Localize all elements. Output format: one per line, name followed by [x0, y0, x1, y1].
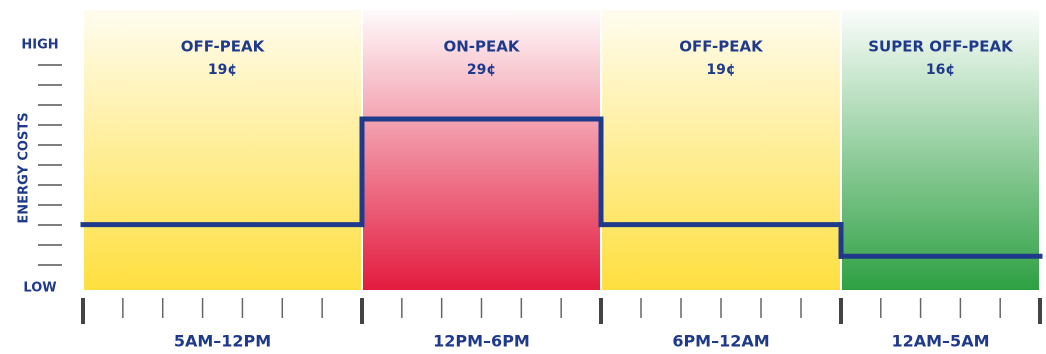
period-name: SUPER OFF-PEAK [868, 38, 1014, 56]
period-name: OFF-PEAK [181, 38, 266, 56]
bands [84, 10, 1039, 290]
value-label: 29¢ [467, 62, 496, 78]
period-band [842, 10, 1039, 290]
period-band [84, 10, 361, 290]
value-label: 19¢ [706, 62, 735, 78]
x-tick-label: 6PM–12AM [672, 332, 769, 351]
period-band [602, 10, 840, 290]
period-band [363, 10, 600, 290]
value-label: 16¢ [926, 62, 955, 78]
x-tick-label: 12AM–5AM [891, 332, 989, 351]
x-tick-label: 5AM–12PM [174, 332, 271, 351]
value-label: 19¢ [208, 62, 237, 78]
period-name: ON-PEAK [443, 38, 520, 56]
y-tick-label: HIGH [21, 38, 58, 53]
y-tick-label: LOW [23, 281, 56, 296]
period-name: OFF-PEAK [679, 38, 764, 56]
x-tick-label: 12PM–6PM [433, 332, 530, 351]
y-minor-ticks [38, 64, 62, 266]
y-axis-label: ENERGY COSTS [17, 112, 32, 223]
